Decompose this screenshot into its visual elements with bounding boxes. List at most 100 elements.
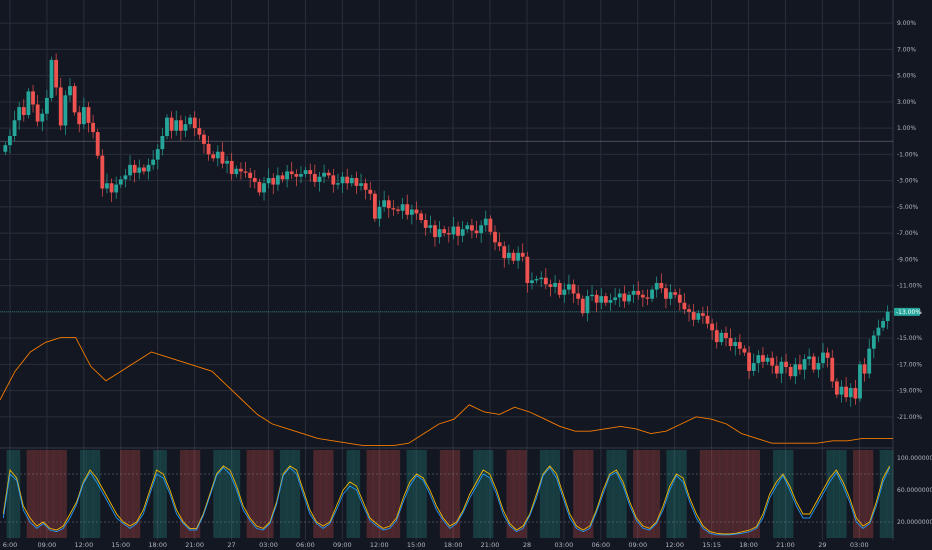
candle-body [349,178,354,184]
x-tick-label: 18:00 [739,541,758,549]
oscillator-y-tick-label: 100.00000000 [897,455,932,462]
candle-body [802,359,807,370]
candle-body [640,294,645,298]
oscillator-background-band [446,450,454,538]
oscillator-background-band [279,450,287,538]
candle-body [326,172,331,176]
candle-body [650,289,654,299]
candle-body [442,229,447,234]
candle-body [599,296,604,303]
oscillator-background-band [293,450,301,538]
y-tick-label: -1.00% [897,151,919,158]
candle-body [409,209,414,215]
candle-body [807,356,812,360]
oscillator-background-band [573,450,581,538]
candle-body [345,176,350,184]
candle-body [511,252,516,261]
oscillator-background-band [13,450,21,538]
y-tick-label: -7.00% [897,230,919,237]
candle-body [123,175,128,180]
oscillator-background-band [786,450,794,538]
candle-body [423,220,428,228]
candle-body [590,294,594,297]
candle-body [44,97,49,114]
candle-body [627,294,631,302]
oscillator-background-band [586,450,594,538]
candle-body [816,363,821,370]
candle-body [719,332,724,343]
candle-body [91,122,95,133]
candle-body [192,117,197,129]
oscillator-background-band [739,450,747,538]
candle-body [700,313,705,316]
candle-body [608,300,613,303]
candle-body [165,117,169,136]
oscillator-background-band [886,450,894,538]
candle-body [460,229,465,236]
candle-body [12,120,17,136]
candle-body [405,204,410,215]
candle-body [456,226,460,236]
oscillator-background-band [26,450,34,538]
candle-body [493,231,497,243]
candle-body [483,218,488,226]
oscillator-background-band [246,450,254,538]
candle-body [58,87,63,126]
oscillator-background-band [286,450,294,538]
candle-body [266,178,271,184]
candle-body [821,352,825,364]
candle-body [211,154,216,159]
candle-body [645,297,650,299]
candle-body [68,86,72,96]
candle-body [299,174,303,177]
oscillator-background-band [579,450,587,538]
grid [0,0,894,540]
candle-body [141,167,146,172]
candle-body [636,290,641,295]
oscillator-background-band [266,450,274,538]
candle-body [169,117,174,131]
candle-body [876,327,881,336]
oscillator-background-band [779,450,787,538]
candle-body [465,225,470,230]
oscillator-background-band [46,450,54,538]
candle-body [562,289,567,295]
candle-body [359,183,363,186]
oscillator-background-band [233,450,241,538]
candle-body [271,178,276,185]
candle-body [331,175,336,185]
candle-body [322,172,326,177]
last-value-badge [894,307,920,316]
x-tick-label: 03:00 [555,541,574,549]
candle-body [275,175,280,185]
candle-body [86,107,91,123]
oscillator-background-band [226,450,234,538]
oscillator-background-band [393,450,401,538]
oscillator-background-band [353,450,361,538]
oscillator-background-band [679,450,687,538]
oscillator-y-tick-label: 60.00000000 [897,487,932,494]
oscillator-background-band [859,450,867,538]
x-tick-label: 09:00 [628,541,647,549]
candle-body [580,298,585,314]
y-tick-label: 5.00% [897,73,916,80]
candle-body [881,321,885,328]
oscillator-y-tick-label: 20.00000000 [897,519,932,526]
oscillator-background-band [633,450,641,538]
oscillator-background-band [193,450,201,538]
candle-body [543,277,548,285]
candle-body [400,204,405,211]
candle-body [724,332,728,339]
candle-body [488,218,493,232]
candle-body [770,357,775,366]
oscillator-background-band [726,450,734,538]
candle-body [3,145,8,152]
candle-body [830,357,835,382]
candle-body [257,181,262,193]
candle-body [174,120,179,131]
oscillator-background-band [773,450,781,538]
candle-body [594,294,599,303]
oscillator-background-band [486,450,494,538]
